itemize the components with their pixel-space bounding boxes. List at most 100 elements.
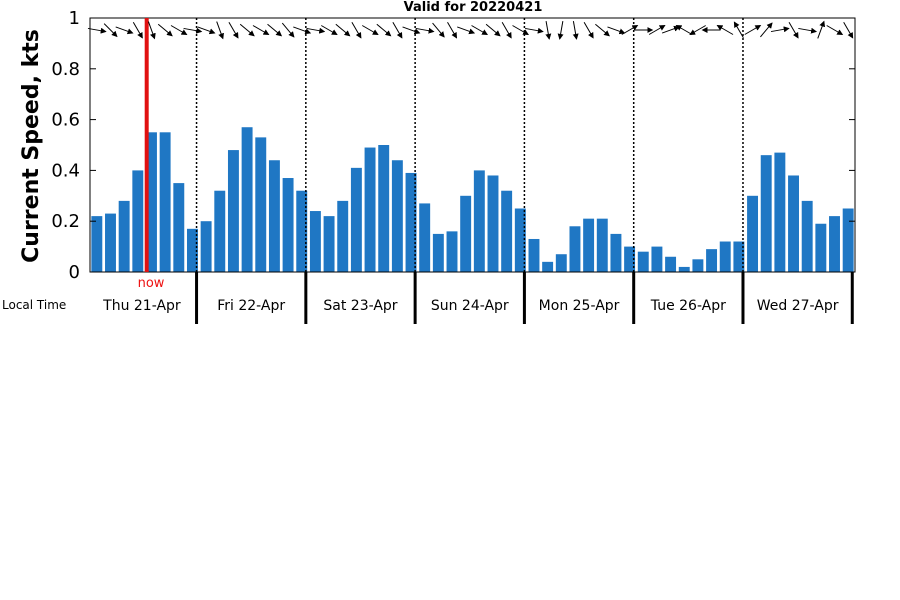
direction-arrow (716, 24, 734, 35)
bar (296, 190, 308, 272)
bar (514, 208, 526, 272)
direction-arrow (351, 21, 362, 39)
y-tick-label: 0.6 (51, 110, 80, 131)
bar (378, 145, 390, 272)
direction-arrow (447, 21, 458, 39)
bar (733, 241, 745, 272)
direction-arrow (415, 27, 435, 34)
bar (719, 241, 731, 272)
direction-arrow (335, 23, 351, 37)
direction-arrow (197, 26, 216, 35)
direction-arrow (826, 25, 844, 36)
bar (105, 213, 116, 272)
bar (829, 216, 840, 272)
bar (460, 195, 472, 272)
plot-frame (89, 17, 856, 273)
bar (173, 183, 185, 272)
day-label: Fri 22-Apr (217, 298, 285, 314)
direction-arrow (362, 25, 379, 36)
direction-arrow (281, 22, 295, 38)
y-tick-label: 0 (69, 262, 80, 283)
direction-arrow (788, 21, 799, 39)
direction-arrow (170, 25, 188, 36)
bar (624, 246, 636, 272)
bar (323, 216, 335, 272)
bar (159, 132, 171, 272)
bar (637, 251, 649, 272)
bar (610, 233, 622, 272)
bar (651, 246, 663, 272)
direction-arrow (733, 21, 744, 39)
direction-arrow (147, 21, 156, 40)
bar (555, 254, 567, 272)
day-label: Mon 25-Apr (539, 298, 620, 314)
bar (91, 216, 103, 272)
bar (391, 160, 403, 272)
bar (678, 266, 690, 272)
day-label: Sun 24-Apr (431, 298, 509, 314)
direction-arrow (293, 26, 312, 35)
bar (542, 261, 554, 272)
y-tick-label: 0.4 (51, 160, 80, 181)
direction-arrow (471, 25, 488, 36)
direction-arrow (817, 20, 826, 39)
direction-arrow (239, 23, 255, 37)
bar (118, 200, 130, 272)
chart-title: Valid for 20220421 (404, 0, 543, 15)
y-tick-label: 0.2 (51, 211, 80, 232)
direction-arrow (103, 23, 118, 38)
bar (501, 190, 513, 272)
direction-arrow (87, 27, 107, 34)
bar (487, 175, 499, 272)
bar (760, 155, 772, 272)
direction-arrow (545, 21, 552, 40)
direction-arrow (648, 24, 666, 35)
bar (200, 221, 212, 272)
direction-arrow (595, 23, 610, 37)
day-label: Wed 27-Apr (757, 298, 839, 314)
bar (241, 127, 253, 272)
direction-arrow (321, 25, 338, 36)
direction-arrow (228, 21, 239, 39)
bar (132, 170, 144, 272)
day-label: Tue 26-Apr (650, 298, 726, 314)
bar (214, 190, 226, 272)
direction-arrow (457, 26, 476, 35)
bar (583, 218, 595, 272)
direction-arrow (183, 27, 203, 34)
direction-arrow (432, 22, 445, 38)
bar (815, 223, 827, 272)
direction-arrow (572, 21, 579, 40)
direction-arrow (252, 25, 270, 36)
direction-arrow (621, 24, 639, 35)
now-label: now (138, 276, 165, 291)
bar (186, 228, 198, 272)
direction-arrow (132, 21, 143, 39)
direction-arrow (216, 21, 224, 40)
bar (596, 218, 608, 272)
direction-arrow (843, 21, 854, 39)
direction-arrow (770, 26, 790, 33)
direction-arrow (744, 24, 762, 35)
direction-arrow (501, 21, 512, 39)
direction-arrow (557, 21, 564, 40)
direction-arrow (798, 27, 818, 34)
bar (446, 231, 458, 272)
bar (282, 178, 294, 272)
bar (569, 226, 581, 272)
bar (842, 208, 854, 272)
day-label: Thu 21-Apr (102, 298, 181, 314)
direction-arrow (376, 23, 392, 37)
bar (309, 211, 321, 272)
direction-arrow (115, 26, 134, 35)
direction-arrow (675, 24, 693, 35)
direction-arrow (267, 23, 283, 37)
direction-arrow (402, 26, 421, 35)
bar (419, 203, 431, 272)
day-label: Sat 23-Apr (323, 298, 397, 314)
local-time-label: Local Time (2, 298, 66, 312)
bar (255, 137, 267, 272)
bar (692, 259, 704, 272)
direction-arrow (661, 25, 680, 34)
